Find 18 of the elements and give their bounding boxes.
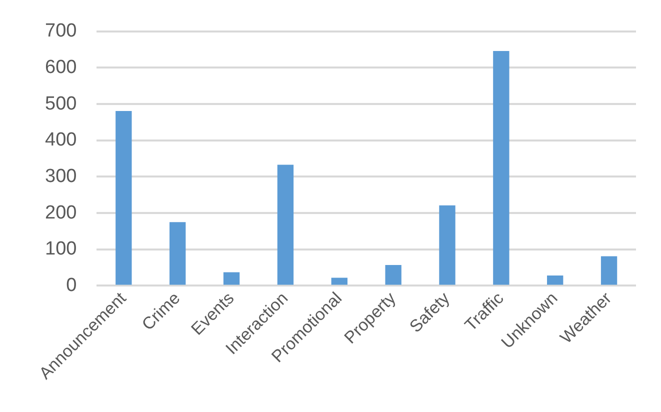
y-tick-label: 700 [45, 20, 77, 42]
y-tick-label: 200 [45, 202, 77, 224]
y-tick-label: 100 [45, 238, 77, 260]
bar [223, 272, 240, 285]
y-tick-label: 400 [45, 130, 77, 151]
y-tick-label: 300 [45, 166, 77, 187]
bar [600, 256, 618, 285]
y-tick-label: 500 [45, 93, 77, 114]
bar [547, 276, 564, 285]
bar [277, 164, 294, 285]
bar [439, 205, 456, 285]
bar [493, 51, 510, 285]
y-tick-label: 0 [66, 274, 77, 296]
bar [385, 265, 402, 285]
y-tick-label: 600 [45, 56, 77, 78]
bar [170, 222, 186, 285]
bar [116, 110, 132, 285]
bar [331, 278, 348, 285]
